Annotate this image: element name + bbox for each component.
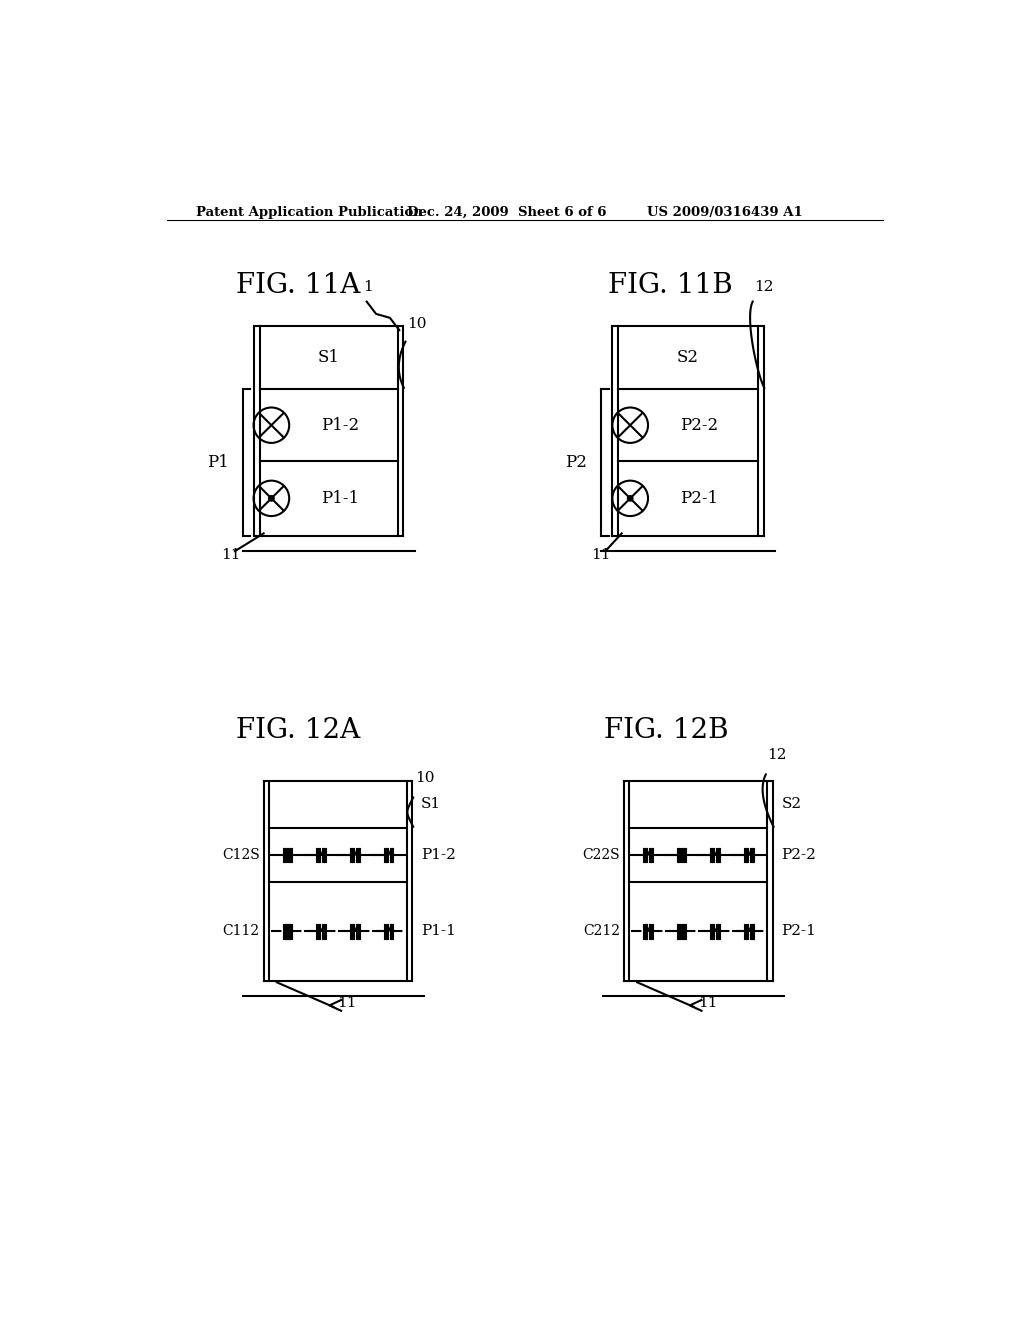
Text: 1: 1 [362, 280, 373, 294]
Text: P2-1: P2-1 [681, 490, 719, 507]
Text: 12: 12 [767, 748, 786, 762]
Text: P1: P1 [207, 454, 228, 471]
Text: S1: S1 [421, 797, 441, 812]
Text: Patent Application Publication: Patent Application Publication [197, 206, 423, 219]
Text: S2: S2 [781, 797, 802, 812]
Text: P2-1: P2-1 [781, 924, 816, 939]
Text: C112: C112 [222, 924, 260, 939]
Text: C22S: C22S [583, 849, 621, 862]
Text: US 2009/0316439 A1: US 2009/0316439 A1 [647, 206, 803, 219]
Text: FIG. 11A: FIG. 11A [237, 272, 360, 300]
Text: P1-1: P1-1 [322, 490, 359, 507]
Text: S1: S1 [317, 350, 340, 367]
Text: P2: P2 [565, 454, 587, 471]
Text: 11: 11 [337, 997, 356, 1010]
Text: FIG. 12A: FIG. 12A [237, 718, 360, 744]
Text: P2-2: P2-2 [681, 417, 719, 434]
Text: 10: 10 [415, 771, 434, 785]
Text: Dec. 24, 2009  Sheet 6 of 6: Dec. 24, 2009 Sheet 6 of 6 [407, 206, 606, 219]
Text: C12S: C12S [222, 849, 260, 862]
Text: 12: 12 [755, 280, 774, 294]
Text: P1-2: P1-2 [322, 417, 359, 434]
Circle shape [628, 495, 633, 502]
Text: FIG. 11B: FIG. 11B [608, 272, 733, 300]
Text: 11: 11 [592, 548, 611, 562]
Text: P2-2: P2-2 [781, 849, 816, 862]
Text: C212: C212 [583, 924, 621, 939]
Text: 10: 10 [407, 317, 427, 331]
Text: FIG. 12B: FIG. 12B [604, 718, 729, 744]
Text: P1-2: P1-2 [421, 849, 456, 862]
Circle shape [268, 495, 274, 502]
Text: P1-1: P1-1 [421, 924, 456, 939]
Text: S2: S2 [677, 350, 699, 367]
Text: 11: 11 [697, 997, 717, 1010]
Text: 11: 11 [221, 548, 241, 562]
